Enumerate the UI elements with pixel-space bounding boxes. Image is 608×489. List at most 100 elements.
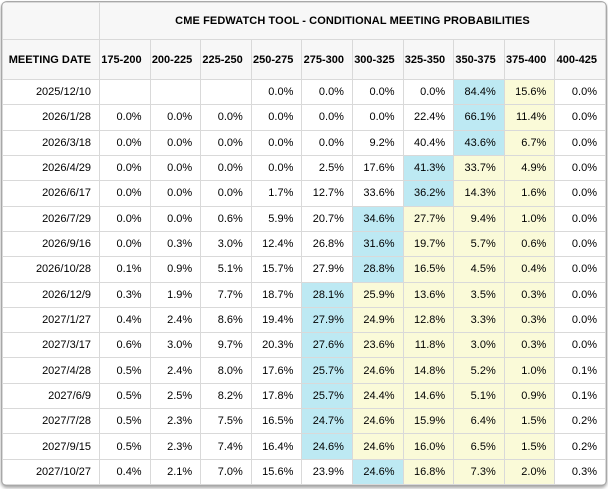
probability-cell: 5.1% <box>200 256 252 283</box>
probability-cell: 1.5% <box>503 408 556 435</box>
probability-cell: 12.7% <box>301 180 353 207</box>
meeting-date-header: MEETING DATE <box>2 39 100 80</box>
probability-cell: 0.0% <box>99 154 151 182</box>
meeting-date-cell: 2027/6/9 <box>2 382 100 410</box>
probability-cell: 27.9% <box>301 256 353 283</box>
probability-cell: 24.9% <box>351 306 404 334</box>
probability-cell: 27.6% <box>301 332 353 359</box>
probability-cell: 16.0% <box>402 433 455 460</box>
meeting-date-cell: 2026/3/18 <box>2 129 100 156</box>
probability-cell: 24.6% <box>351 433 404 460</box>
probability-cell: 0.0% <box>554 256 606 283</box>
probability-cell: 0.0% <box>554 205 606 232</box>
title-row: CME FEDWATCH TOOL - CONDITIONAL MEETING … <box>2 2 606 40</box>
probability-cell: 24.4% <box>351 382 404 410</box>
probability-cell: 0.0% <box>149 104 202 131</box>
probability-cell: 16.8% <box>402 458 455 485</box>
probability-cell: 0.1% <box>99 256 151 283</box>
probability-cell: 8.6% <box>200 306 252 334</box>
probability-cell: 5.9% <box>250 205 303 232</box>
probability-cell: 0.0% <box>301 129 353 156</box>
probability-cell: 0.0% <box>554 281 606 308</box>
probability-cell: 24.6% <box>301 433 353 460</box>
probability-cell: 4.5% <box>453 256 505 283</box>
probability-cell: 0.0% <box>301 104 353 131</box>
probability-cell: 2.1% <box>149 458 202 485</box>
probability-cell: 0.0% <box>554 180 606 207</box>
probability-cell: 0.0% <box>351 104 404 131</box>
meeting-date-cell: 2027/7/28 <box>2 408 100 435</box>
probability-cell: 24.6% <box>351 357 404 384</box>
probability-cell: 0.0% <box>554 104 606 131</box>
probability-cell: 11.8% <box>402 332 455 359</box>
probability-cell: 36.2% <box>402 180 455 207</box>
probability-cell: 0.0% <box>554 332 606 359</box>
probability-cell: 19.4% <box>250 306 303 334</box>
probability-cell: 16.5% <box>250 408 303 435</box>
probability-cell: 0.0% <box>554 306 606 334</box>
probability-cell: 17.8% <box>250 382 303 410</box>
meeting-date-cell: 2027/1/27 <box>2 306 100 334</box>
probability-cell: 12.4% <box>250 230 303 258</box>
probability-cell: 0.5% <box>99 408 151 435</box>
probability-cell: 0.4% <box>99 458 151 485</box>
table-row: 2027/10/27 0.4% 2.1% 7.0% 15.6% 23.9% 24.6% 16.… <box>2 458 606 485</box>
table-row: 2026/9/16 0.0% 0.3% 3.0% 12.4% 26.8% 31.6% 19.7… <box>2 230 606 258</box>
meeting-date-cell: 2026/9/16 <box>2 230 100 258</box>
probability-cell: 26.8% <box>301 230 353 258</box>
probability-cell: 0.0% <box>200 129 252 156</box>
rate-range-header: 275-300 <box>301 39 353 80</box>
probability-cell <box>200 78 252 106</box>
probability-cell: 0.4% <box>503 256 556 283</box>
probability-cell: 9.7% <box>200 332 252 359</box>
probability-cell: 0.6% <box>99 332 151 359</box>
probability-cell: 24.7% <box>301 408 353 435</box>
probability-cell: 0.0% <box>402 78 455 106</box>
probability-cell: 22.4% <box>402 104 455 131</box>
probability-cell: 27.9% <box>301 306 353 334</box>
probability-cell: 5.1% <box>453 382 505 410</box>
probability-cell: 20.7% <box>301 205 353 232</box>
table-row: 2026/4/29 0.0% 0.0% 0.0% 0.0% 2.5% 17.6% 41.3% 3… <box>2 154 606 182</box>
probability-cell: 25.9% <box>351 281 404 308</box>
probability-cell: 9.4% <box>453 205 505 232</box>
probability-cell: 23.6% <box>351 332 404 359</box>
probability-cell: 7.3% <box>453 458 505 485</box>
probability-cell: 0.0% <box>200 154 252 182</box>
probability-cell: 28.8% <box>351 256 404 283</box>
meeting-date-cell: 2026/1/28 <box>2 104 100 131</box>
probability-cell: 18.7% <box>250 281 303 308</box>
probability-cell: 8.2% <box>200 382 252 410</box>
table-row: 2026/12/9 0.3% 1.9% 7.7% 18.7% 28.1% 25.9% 13.6… <box>2 281 606 308</box>
probability-cell: 3.3% <box>453 306 505 334</box>
probability-cell: 25.7% <box>301 357 353 384</box>
table-row: 2027/6/9 0.5% 2.5% 8.2% 17.8% 25.7% 24.4% 14.6%… <box>2 382 606 410</box>
table-row: 2027/7/28 0.5% 2.3% 7.5% 16.5% 24.7% 24.6% 15.9… <box>2 408 606 435</box>
probability-cell: 7.4% <box>200 433 252 460</box>
probability-cell: 0.0% <box>250 129 303 156</box>
probability-cell: 15.6% <box>503 78 556 106</box>
probability-cell: 0.0% <box>149 129 202 156</box>
probability-cell: 4.9% <box>503 154 556 182</box>
probability-cell: 15.9% <box>402 408 455 435</box>
probability-cell: 0.1% <box>554 382 606 410</box>
probability-cell: 0.0% <box>149 154 202 182</box>
rate-range-header: 200-225 <box>149 39 202 80</box>
probability-cell: 1.7% <box>250 180 303 207</box>
meeting-date-cell: 2026/4/29 <box>2 154 100 182</box>
probability-cell: 0.2% <box>554 433 606 460</box>
column-header-row: MEETING DATE 175-200 200-225 225-250 250-27… <box>2 39 606 80</box>
probability-cell: 0.3% <box>503 332 556 359</box>
probability-cell: 7.5% <box>200 408 252 435</box>
probability-cell: 34.6% <box>351 205 404 232</box>
probability-cell: 15.7% <box>250 256 303 283</box>
probability-cell: 17.6% <box>250 357 303 384</box>
meeting-date-cell: 2026/10/28 <box>2 256 100 283</box>
table-row: 2026/6/17 0.0% 0.0% 0.0% 1.7% 12.7% 33.6% 36.2%… <box>2 180 606 207</box>
probability-cell: 1.9% <box>149 281 202 308</box>
table-row: 2027/1/27 0.4% 2.4% 8.6% 19.4% 27.9% 24.9% 12.8… <box>2 306 606 334</box>
probability-cell: 1.0% <box>503 357 556 384</box>
rate-range-header: 400-425 <box>554 39 606 80</box>
